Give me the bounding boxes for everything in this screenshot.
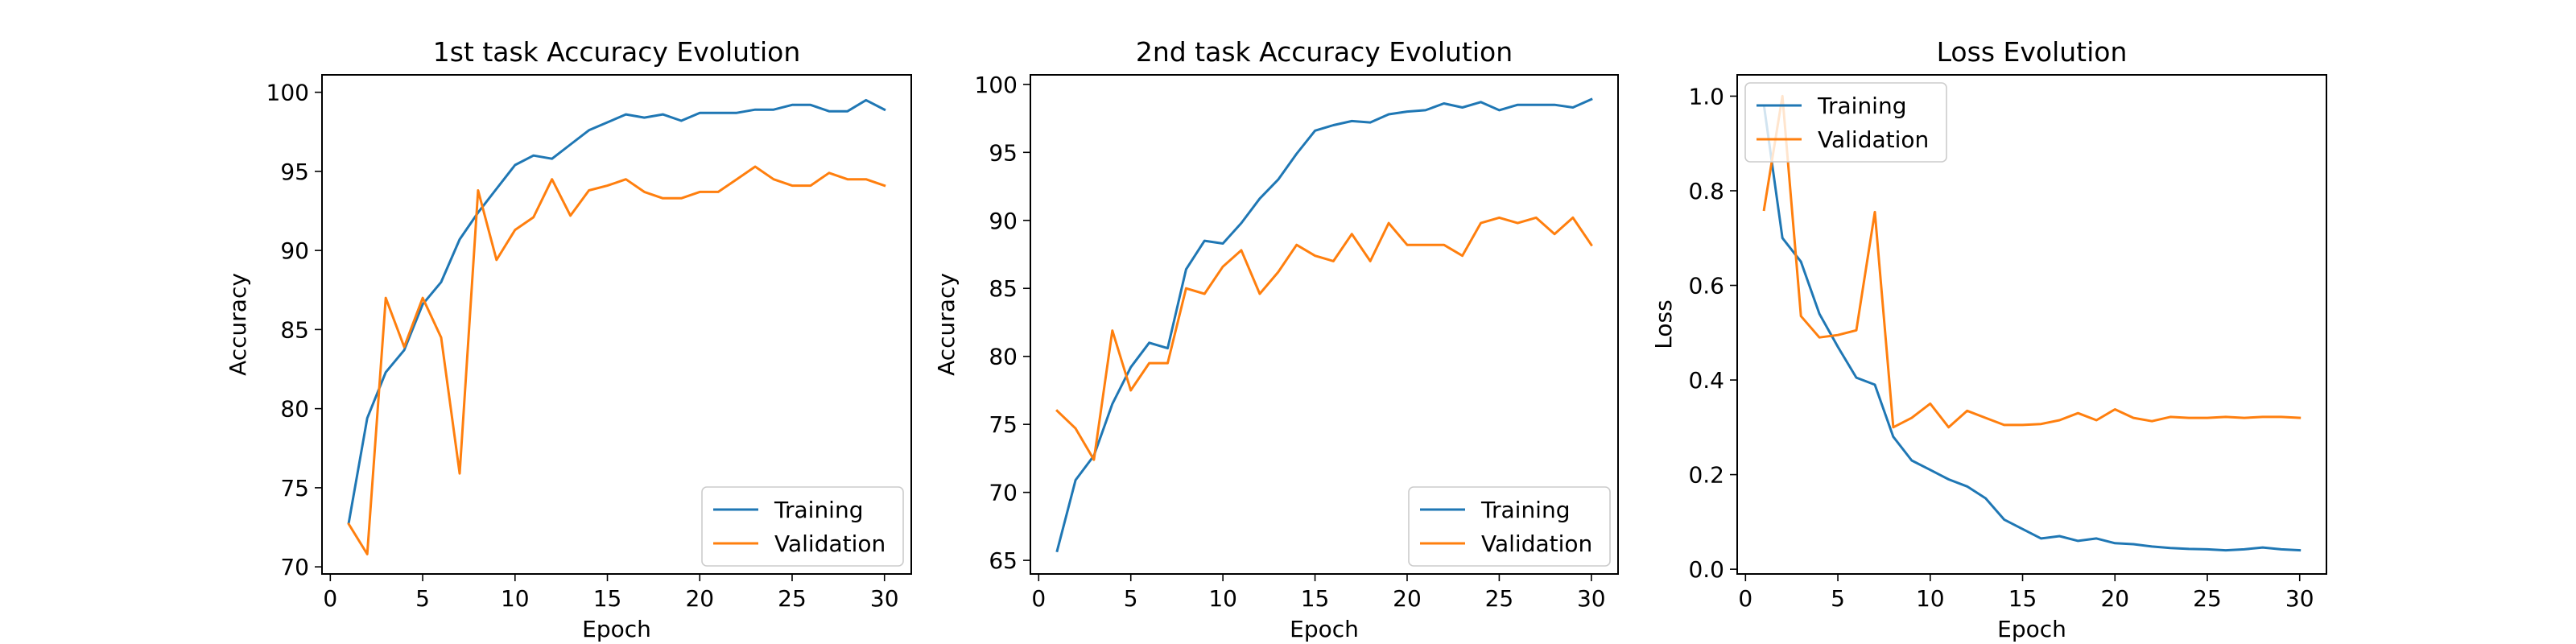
y-tick-label: 0.2 — [1688, 462, 1724, 489]
x-tick-label: 20 — [685, 585, 714, 612]
y-tick-label: 0.0 — [1688, 556, 1724, 583]
y-tick-label: 85 — [989, 275, 1018, 302]
y-tick-label: 75 — [989, 411, 1018, 438]
x-tick-label: 10 — [1916, 585, 1945, 612]
y-tick-label: 80 — [989, 344, 1018, 370]
legend-label-validation: Validation — [1818, 126, 1929, 153]
series-line-validation — [1762, 94, 2301, 429]
y-tick-label: 90 — [989, 208, 1018, 234]
y-tick-label: 70 — [989, 480, 1018, 506]
y-tick-label: 90 — [280, 237, 309, 264]
chart-title: 1st task Accuracy Evolution — [433, 36, 801, 68]
y-tick-label: 100 — [975, 72, 1018, 98]
legend-frame — [701, 486, 904, 567]
x-tick-label: 25 — [2193, 585, 2222, 612]
y-tick-label: 0.4 — [1688, 367, 1724, 394]
x-tick-label: 0 — [323, 585, 337, 612]
x-tick-label: 15 — [2008, 585, 2037, 612]
x-axis-label: Epoch — [582, 616, 651, 642]
y-tick-label: 1.0 — [1688, 83, 1724, 109]
series-line-training — [1762, 104, 2301, 552]
legend-label-training: Training — [1817, 93, 1906, 119]
chart-panel-2: 2nd task Accuracy Evolution 0 5 10 15 20 25 30 6… — [933, 36, 1619, 642]
x-tick-label: 30 — [2285, 585, 2314, 612]
y-tick-label: 0.8 — [1688, 178, 1724, 204]
x-tick-label: 0 — [1738, 585, 1752, 612]
legend-label-training: Training — [1480, 497, 1570, 523]
y-tick-label: 80 — [280, 396, 309, 423]
y-tick-label: 95 — [989, 139, 1018, 166]
series-line-training — [347, 98, 886, 524]
axes-frame — [1736, 74, 2327, 575]
chart-title: Loss Evolution — [1937, 36, 2128, 68]
y-tick-label: 100 — [266, 80, 309, 106]
x-tick-label: 30 — [1577, 585, 1606, 612]
x-tick-label: 10 — [501, 585, 530, 612]
legend: Training Validation — [1408, 486, 1611, 567]
x-tick-label: 30 — [870, 585, 899, 612]
y-tick-label: 85 — [280, 316, 309, 343]
y-axis-label: Accuracy — [225, 273, 251, 376]
axes-frame — [1030, 74, 1619, 575]
legend: Training Validation — [1744, 82, 1947, 163]
x-tick-label: 5 — [1124, 585, 1138, 612]
legend: Training Validation — [701, 486, 904, 567]
series-line-validation — [1055, 216, 1593, 461]
x-tick-label: 5 — [1831, 585, 1845, 612]
legend-label-training: Training — [774, 497, 863, 523]
y-tick-label: 70 — [280, 554, 309, 580]
y-axis-label: Accuracy — [933, 273, 960, 376]
x-tick-label: 20 — [2100, 585, 2129, 612]
chart-panel-1: 1st task Accuracy Evolution 0 5 10 15 20 25 30 7… — [225, 36, 912, 642]
legend-label-validation: Validation — [774, 530, 886, 557]
x-axis-label: Epoch — [1290, 616, 1359, 642]
legend-frame — [1744, 82, 1947, 163]
legend-label-validation: Validation — [1481, 530, 1592, 557]
x-tick-label: 25 — [778, 585, 807, 612]
x-tick-label: 20 — [1393, 585, 1422, 612]
series-line-training — [1055, 97, 1593, 553]
series-line-validation — [347, 165, 886, 555]
x-tick-label: 15 — [1301, 585, 1330, 612]
x-axis-label: Epoch — [1997, 616, 2066, 642]
x-tick-label: 15 — [593, 585, 622, 612]
y-tick-label: 0.6 — [1688, 273, 1724, 299]
x-tick-label: 0 — [1031, 585, 1046, 612]
x-tick-label: 10 — [1208, 585, 1237, 612]
axes-frame — [321, 74, 912, 575]
y-tick-label: 75 — [280, 475, 309, 502]
legend-frame — [1408, 486, 1611, 567]
x-tick-label: 5 — [415, 585, 430, 612]
y-tick-label: 65 — [989, 547, 1018, 574]
y-tick-label: 95 — [280, 159, 309, 185]
x-tick-label: 25 — [1485, 585, 1514, 612]
y-axis-label: Loss — [1650, 299, 1677, 349]
chart-title: 2nd task Accuracy Evolution — [1136, 36, 1513, 68]
chart-panel-3: Loss Evolution 0 5 10 15 20 25 30 0.0 0.2 0.4 0.6 0.… — [1650, 36, 2327, 642]
